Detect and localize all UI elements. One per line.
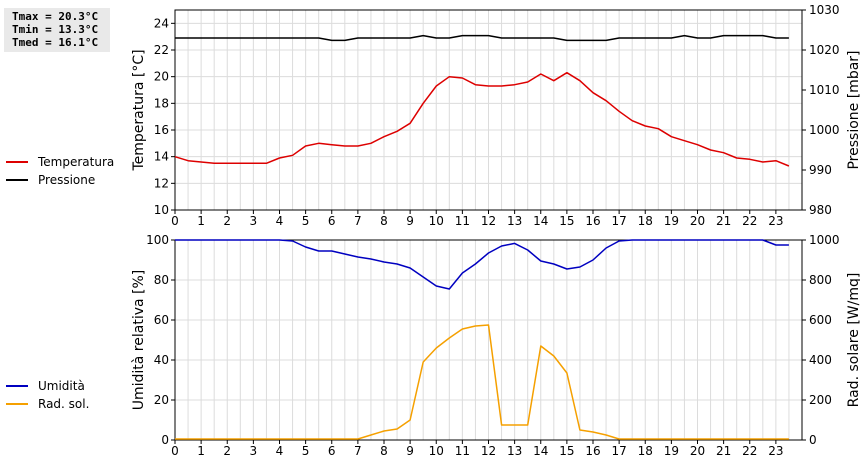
chart-panel-temp-pressure: 0 1 2 3 4 5 6 7 8 9 10 11 12 13 14 15 16 17 18 19 20 21 22 2310…: [131, 3, 860, 228]
y-tick-label-left: 12: [154, 176, 169, 190]
tmin-label: Tmin = 13.3°C: [12, 23, 99, 36]
x-tick-label: 17: [611, 444, 626, 458]
y-tick-label-right: 0: [809, 433, 817, 447]
y-tick-label-left: 100: [146, 233, 169, 247]
x-tick-label: 19: [664, 214, 679, 228]
x-tick-label: 4: [276, 444, 284, 458]
tmed-label: Tmed = 16.1°C: [12, 36, 99, 49]
x-tick-label: 9: [406, 444, 414, 458]
x-tick-label: 3: [250, 214, 258, 228]
x-tick-label: 12: [481, 214, 496, 228]
y-tick-label-left: 60: [154, 313, 169, 327]
x-tick-label: 21: [716, 214, 731, 228]
x-tick-label: 6: [328, 214, 336, 228]
x-tick-label: 19: [664, 444, 679, 458]
y-tick-label-left: 10: [154, 203, 169, 217]
series-line-temperatura: [174, 71, 790, 167]
x-tick-label: 7: [354, 444, 362, 458]
x-tick-label: 10: [429, 214, 444, 228]
tmax-label: Tmax = 20.3°C: [12, 10, 99, 23]
x-tick-label: 5: [302, 214, 310, 228]
y-axis-label-left: Umidità relativa [%]: [131, 270, 147, 411]
x-tick-label: 22: [742, 444, 757, 458]
y-axis-label-left: Temperatura [°C]: [131, 49, 147, 171]
y-tick-label-left: 16: [154, 123, 169, 137]
x-tick-label: 0: [171, 444, 179, 458]
x-tick-label: 4: [276, 214, 284, 228]
y-tick-label-right: 1000: [809, 123, 840, 137]
x-tick-label: 18: [638, 214, 653, 228]
y-tick-label-left: 20: [154, 70, 169, 84]
x-tick-label: 14: [533, 214, 548, 228]
x-tick-label: 16: [585, 214, 600, 228]
x-tick-label: 14: [533, 444, 548, 458]
x-tick-label: 5: [302, 444, 310, 458]
y-tick-label-right: 200: [809, 393, 832, 407]
x-tick-label: 2: [223, 444, 231, 458]
x-tick-label: 8: [380, 444, 388, 458]
series-line-umidit: [175, 239, 789, 290]
x-tick-label: 23: [768, 444, 783, 458]
y-tick-label-right: 980: [809, 203, 832, 217]
y-axis-label-right: Rad. solare [W/mq]: [846, 273, 860, 408]
x-tick-label: 13: [507, 214, 522, 228]
x-tick-label: 12: [481, 444, 496, 458]
series-line-pressione: [175, 34, 789, 42]
y-tick-label-left: 22: [154, 43, 169, 57]
y-tick-label-left: 14: [154, 150, 169, 164]
x-tick-label: 11: [455, 214, 470, 228]
x-tick-label: 6: [328, 444, 336, 458]
x-tick-label: 23: [768, 214, 783, 228]
legend-swatch-pressione: [6, 179, 28, 181]
x-tick-label: 18: [638, 444, 653, 458]
x-tick-label: 16: [585, 444, 600, 458]
x-tick-label: 20: [690, 214, 705, 228]
x-tick-label: 7: [354, 214, 362, 228]
y-tick-label-right: 400: [809, 353, 832, 367]
x-tick-label: 1: [197, 444, 205, 458]
x-tick-label: 17: [611, 214, 626, 228]
y-tick-label-left: 18: [154, 96, 169, 110]
legend-label-rad-sol: Rad. sol.: [38, 397, 90, 411]
y-tick-label-left: 0: [161, 433, 169, 447]
chart-panel-humidity-radiation: 0 1 2 3 4 5 6 7 8 9 10 11 12 13 14 15 16 17 18 19 20 21 22 2302…: [131, 233, 860, 458]
legend-swatch-rad-sol: [6, 403, 28, 405]
y-tick-label-left: 80: [154, 273, 169, 287]
x-tick-label: 20: [690, 444, 705, 458]
y-tick-label-left: 24: [154, 16, 169, 30]
x-tick-label: 2: [223, 214, 231, 228]
x-tick-label: 22: [742, 214, 757, 228]
x-tick-label: 8: [380, 214, 388, 228]
x-tick-label: 0: [171, 214, 179, 228]
legend-swatch-umidita: [6, 385, 28, 387]
x-tick-label: 1: [197, 214, 205, 228]
y-tick-label-right: 1030: [809, 3, 840, 17]
y-tick-label-left: 20: [154, 393, 169, 407]
legend-label-pressione: Pressione: [38, 173, 96, 187]
x-tick-label: 15: [559, 214, 574, 228]
x-tick-label: 15: [559, 444, 574, 458]
y-tick-label-left: 40: [154, 353, 169, 367]
x-tick-label: 11: [455, 444, 470, 458]
x-tick-label: 3: [250, 444, 258, 458]
legend-label-umidita: Umidità: [38, 379, 85, 393]
x-tick-label: 9: [406, 214, 414, 228]
y-axis-label-right: Pressione [mbar]: [846, 50, 860, 169]
legend-label-temperatura: Temperatura: [38, 155, 115, 169]
stats-box: Tmax = 20.3°C Tmin = 13.3°C Tmed = 16.1°…: [4, 8, 110, 52]
y-tick-label-right: 600: [809, 313, 832, 327]
y-tick-label-right: 1000: [809, 233, 840, 247]
legend-swatch-temperatura: [6, 161, 28, 163]
x-tick-label: 21: [716, 444, 731, 458]
y-tick-label-right: 800: [809, 273, 832, 287]
series-line-rad-sol: [175, 324, 789, 440]
y-tick-label-right: 1010: [809, 83, 840, 97]
y-tick-label-right: 1020: [809, 43, 840, 57]
x-tick-label: 10: [429, 444, 444, 458]
y-tick-label-right: 990: [809, 163, 832, 177]
x-tick-label: 13: [507, 444, 522, 458]
